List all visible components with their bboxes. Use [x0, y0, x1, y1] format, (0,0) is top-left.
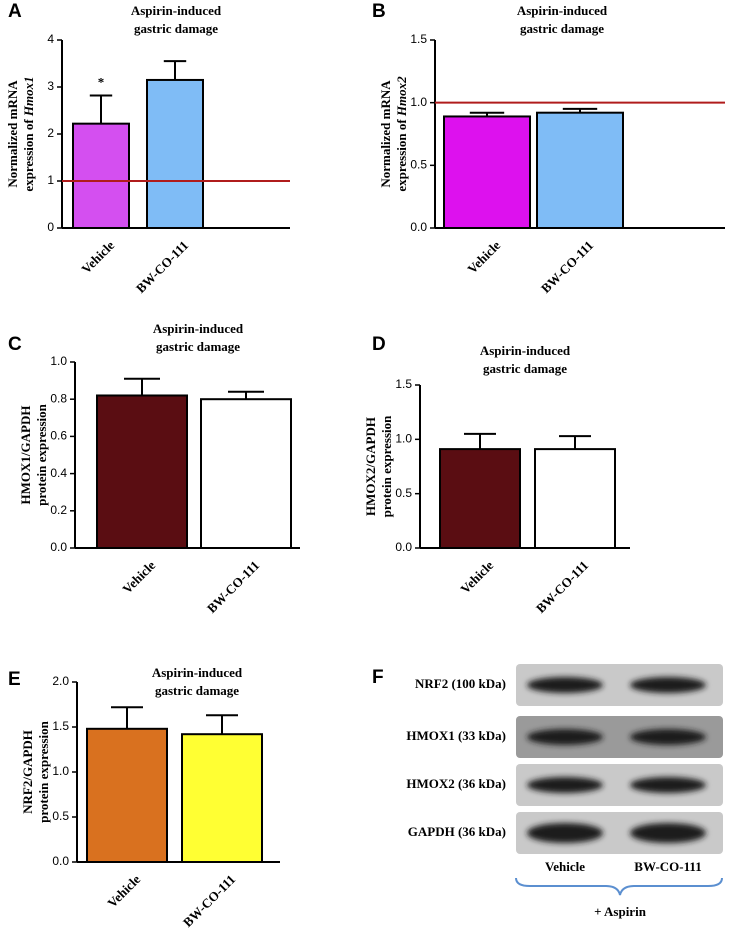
chart-title: gastric damage — [155, 683, 239, 698]
panel-letter: A — [8, 1, 22, 22]
y-tick-label: 1.0 — [395, 432, 412, 446]
gene-name: Hmox2 — [394, 76, 409, 117]
y-tick-label: 0.5 — [395, 486, 412, 500]
y-tick-label: 1.0 — [410, 95, 427, 109]
blot-strip — [516, 764, 723, 806]
y-tick-label: 2.0 — [52, 674, 69, 688]
chart-title: Aspirin-induced — [153, 321, 244, 336]
blot-band — [630, 677, 706, 693]
lane-label: Vehicle — [545, 859, 585, 874]
y-tick-label: 0.0 — [410, 220, 427, 234]
chart-title: Aspirin-induced — [517, 3, 608, 18]
y-tick-label: 1.5 — [395, 377, 412, 391]
x-tick-label: Vehicle — [464, 237, 503, 276]
y-tick-label: 2 — [47, 126, 54, 140]
blot-row-label: NRF2 (100 kDa) — [415, 676, 506, 691]
lane-label: BW-CO-111 — [634, 859, 701, 874]
panel-letter: E — [8, 669, 21, 690]
bar — [72, 122, 130, 229]
bar — [439, 448, 521, 550]
bar — [534, 448, 616, 550]
blot-band — [527, 823, 603, 843]
bar — [181, 733, 263, 864]
blot-strip — [516, 716, 723, 758]
y-axis-label: expression of Hmox2 — [394, 76, 409, 192]
significance-mark: * — [98, 74, 105, 89]
chart-title: gastric damage — [520, 21, 604, 36]
blot-strip — [516, 812, 723, 854]
bar — [536, 111, 624, 229]
panel-letter: F — [372, 667, 384, 688]
bar — [96, 394, 188, 550]
chart-title: Aspirin-induced — [131, 3, 222, 18]
y-tick-label: 0.6 — [50, 429, 67, 443]
y-tick-label: 0.5 — [52, 809, 69, 823]
blot-band — [527, 677, 603, 693]
x-tick-label: Vehicle — [119, 557, 158, 596]
x-tick-label: BW-CO-111 — [533, 558, 591, 616]
y-tick-label: 4 — [47, 32, 54, 46]
x-tick-label: Vehicle — [104, 871, 143, 910]
y-tick-label: 0.2 — [50, 503, 67, 517]
y-tick-label: 0.4 — [50, 466, 67, 480]
y-axis-label: Normalized mRNA — [378, 80, 393, 188]
x-tick-label: BW-CO-111 — [180, 872, 238, 930]
blot-row-label: HMOX2 (36 kDa) — [406, 776, 506, 791]
y-tick-label: 0.0 — [50, 540, 67, 554]
blot-strip — [516, 664, 723, 706]
chart-title: Aspirin-induced — [480, 343, 571, 358]
y-tick-label: 1.5 — [410, 32, 427, 46]
panel-letter: B — [372, 1, 386, 22]
y-tick-label: 0.0 — [395, 540, 412, 554]
y-tick-label: 1.0 — [52, 764, 69, 778]
bar — [443, 115, 531, 229]
gene-name: Hmox1 — [21, 76, 36, 117]
y-axis-label: expression of Hmox1 — [21, 76, 36, 191]
y-tick-label: 0.5 — [410, 158, 427, 172]
chart-title: gastric damage — [483, 361, 567, 376]
panel-letter: C — [8, 334, 22, 355]
x-tick-label: Vehicle — [78, 237, 117, 276]
blot-band — [630, 777, 706, 793]
y-tick-label: 1.5 — [52, 719, 69, 733]
y-tick-label: 0 — [47, 220, 54, 234]
y-axis-label: Normalized mRNA — [5, 80, 20, 188]
x-tick-label: BW-CO-111 — [538, 238, 596, 296]
x-tick-label: BW-CO-111 — [204, 558, 262, 616]
x-tick-label: BW-CO-111 — [133, 238, 191, 296]
y-axis-label: protein expression — [34, 403, 49, 505]
y-axis-label: NRF2/GAPDH — [20, 730, 35, 814]
chart-title: gastric damage — [156, 339, 240, 354]
bar — [200, 398, 292, 550]
group-label: + Aspirin — [594, 904, 647, 919]
y-tick-label: 0.0 — [52, 854, 69, 868]
y-axis-label: protein expression — [36, 720, 51, 822]
panel-letter: D — [372, 334, 386, 355]
blot-band — [630, 729, 706, 745]
blot-row-label: GAPDH (36 kDa) — [408, 824, 506, 839]
y-tick-label: 3 — [47, 79, 54, 93]
y-axis-label: HMOX1/GAPDH — [18, 406, 33, 505]
blot-band — [527, 729, 603, 745]
bar — [146, 78, 204, 229]
bar — [86, 727, 168, 863]
chart-title: gastric damage — [134, 21, 218, 36]
blot-band — [630, 823, 706, 843]
y-tick-label: 0.8 — [50, 391, 67, 405]
y-tick-label: 1.0 — [50, 354, 67, 368]
y-axis-label: HMOX2/GAPDH — [363, 417, 378, 516]
group-bracket — [515, 877, 723, 896]
blot-row-label: HMOX1 (33 kDa) — [406, 728, 506, 743]
y-axis-label: protein expression — [379, 415, 394, 517]
y-tick-label: 1 — [47, 173, 54, 187]
chart-title: Aspirin-induced — [152, 665, 243, 680]
x-tick-label: Vehicle — [457, 557, 496, 596]
blot-band — [527, 777, 603, 793]
